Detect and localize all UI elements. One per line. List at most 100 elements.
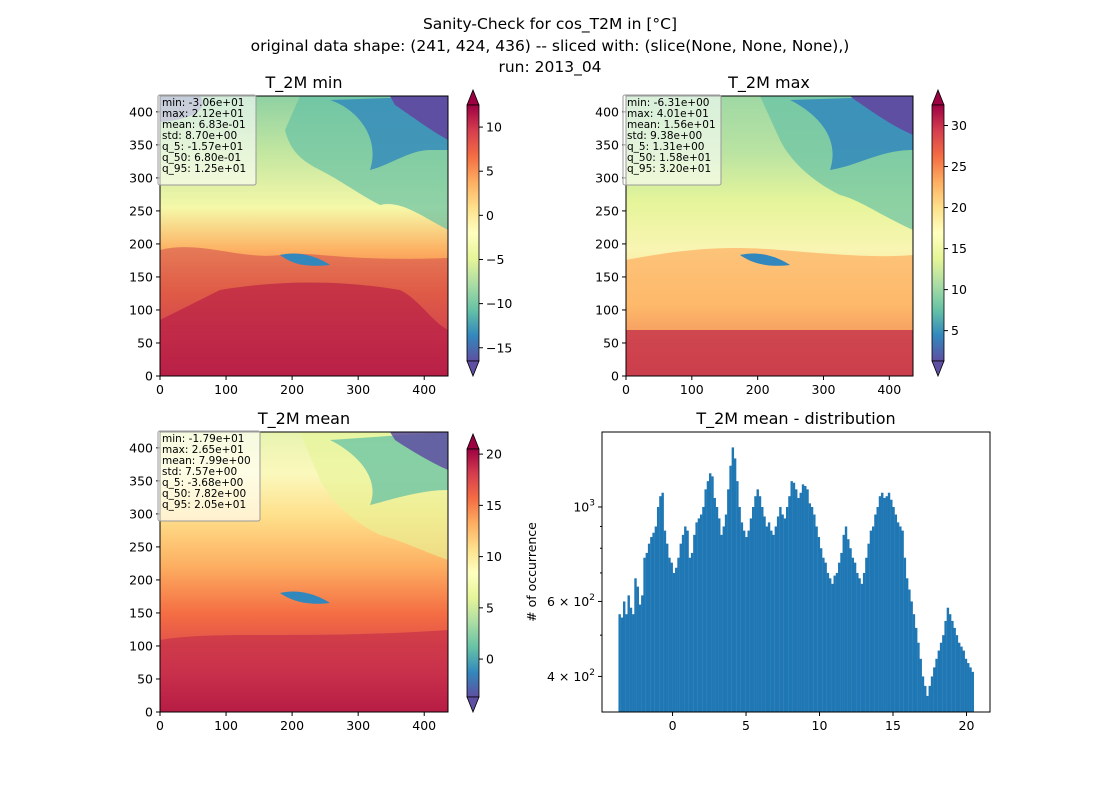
histogram-bar xyxy=(842,534,845,712)
x-tick-label: 200 xyxy=(280,718,304,733)
histogram-bar xyxy=(914,627,918,712)
y-tick-label: 6 × 102 xyxy=(547,593,595,609)
x-tick-label: 15 xyxy=(885,718,901,733)
colorbar-tick-label: 20 xyxy=(486,447,502,462)
stats-line: max: 2.65e+01 xyxy=(162,444,244,456)
histogram-bar xyxy=(887,492,891,712)
stats-line: mean: 1.56e+01 xyxy=(627,119,716,131)
histogram-bar xyxy=(924,685,927,712)
histogram-bar xyxy=(652,532,655,712)
histogram-bar xyxy=(697,518,701,712)
histogram-bar xyxy=(955,635,959,712)
histogram-bar xyxy=(738,506,741,712)
y-tick-label: 0 xyxy=(145,705,153,720)
histogram-bar xyxy=(871,526,875,712)
x-tick-label: 100 xyxy=(680,382,704,397)
histogram-bar xyxy=(699,514,703,712)
colorbar-tick-label: −10 xyxy=(486,296,512,311)
histogram-bar xyxy=(715,506,719,712)
x-tick-label: 300 xyxy=(812,382,836,397)
stats-line: std: 9.38e+00 xyxy=(627,130,702,142)
histogram-bar xyxy=(785,506,789,712)
histogram-bar xyxy=(629,607,633,712)
suptitle-line-3: run: 2013_04 xyxy=(498,58,601,77)
histogram-bar xyxy=(634,578,637,712)
histogram-bar xyxy=(804,486,807,712)
histogram-bar xyxy=(643,557,646,712)
histogram-bar xyxy=(620,617,624,712)
x-tick-label: 100 xyxy=(214,718,238,733)
panel-mean-colorbar: 0 5 10 15 20 xyxy=(466,432,502,714)
colorbar-tick-label: 10 xyxy=(486,120,502,135)
histogram-bar xyxy=(677,557,680,712)
colorbar-tick-label: 5 xyxy=(486,164,494,179)
histogram-bar xyxy=(618,614,621,712)
colorbar-tick-label: 10 xyxy=(486,549,502,564)
histogram-bar xyxy=(853,562,857,712)
colorbar-tick-label: 10 xyxy=(951,282,967,297)
histogram-bar xyxy=(835,572,839,712)
y-tick-label: 250 xyxy=(129,539,153,554)
histogram-bar xyxy=(790,481,793,712)
panel-mean-stats-box: min: -1.79e+01 max: 2.65e+01 mean: 7.99e… xyxy=(157,430,261,522)
histogram-bar xyxy=(806,489,809,712)
y-tick-label: 100 xyxy=(595,302,619,317)
x-tick-label: 5 xyxy=(742,718,750,733)
histogram-bar xyxy=(896,522,900,712)
histogram-bar xyxy=(819,548,823,712)
histogram-bar xyxy=(661,492,664,712)
histogram-bar xyxy=(908,589,911,712)
histogram-bar xyxy=(971,671,974,712)
histogram-bar xyxy=(770,530,773,712)
histogram-bar xyxy=(727,489,730,712)
panel-min-stats-box: min: -3.06e+01 max: 2.12e+01 mean: 6.83e… xyxy=(157,94,257,186)
y-tick-label: 250 xyxy=(129,203,153,218)
x-tick-label: 300 xyxy=(346,382,370,397)
histogram-bar xyxy=(890,499,893,712)
histogram-bar xyxy=(912,614,916,712)
stats-line: q_5: -1.57e+01 xyxy=(162,141,243,153)
histogram-bar xyxy=(824,562,827,712)
histogram-bar xyxy=(813,514,816,712)
histogram-bar xyxy=(781,514,784,712)
histogram-bar xyxy=(867,543,870,712)
panel-min-title: T_2M min xyxy=(264,73,342,93)
histogram-bar xyxy=(622,601,626,712)
panel-max-colorbar: 5 10 15 20 25 30 xyxy=(931,88,967,378)
histogram-bar xyxy=(844,526,848,712)
histogram-bar xyxy=(919,658,922,712)
x-tick-label: 20 xyxy=(959,718,975,733)
histogram-bar xyxy=(693,534,696,712)
histogram-bar xyxy=(641,595,644,712)
stats-line: min: -3.06e+01 xyxy=(162,97,244,109)
histogram-bar xyxy=(722,526,725,712)
x-tick-label: 0 xyxy=(156,718,164,733)
histogram-bar xyxy=(742,530,746,712)
y-tick-label: 400 xyxy=(129,440,153,455)
x-tick-label: 400 xyxy=(877,382,901,397)
histogram-bar xyxy=(937,650,941,712)
histogram-bar xyxy=(745,537,748,712)
histogram-bar xyxy=(731,447,735,712)
histogram-bar xyxy=(650,537,653,712)
histogram-bar xyxy=(874,514,877,712)
stats-line: q_95: 3.20e+01 xyxy=(627,163,711,175)
histogram-bar xyxy=(810,506,814,712)
stats-line: q_50: 1.58e+01 xyxy=(627,152,711,164)
stats-line: std: 7.57e+00 xyxy=(162,466,237,478)
histogram-bar xyxy=(675,567,678,712)
histogram-bars xyxy=(618,447,974,712)
x-tick-label: 200 xyxy=(746,382,770,397)
y-tick-label: 0 xyxy=(611,369,619,384)
x-tick-label: 0 xyxy=(669,718,677,733)
colorbar-tick-label: −15 xyxy=(486,340,512,355)
panel-histogram: T_2M mean - distribution # of occurrence… xyxy=(524,409,991,733)
histogram-bar xyxy=(711,476,714,712)
colorbar-tick-label: 15 xyxy=(486,498,502,513)
histogram-bar xyxy=(930,676,934,712)
histogram-bar xyxy=(797,497,800,712)
histogram-bar xyxy=(647,543,651,712)
histogram-bar xyxy=(957,642,961,712)
stats-line: q_5: -3.68e+00 xyxy=(162,477,243,489)
y-tick-label: 100 xyxy=(129,302,153,317)
